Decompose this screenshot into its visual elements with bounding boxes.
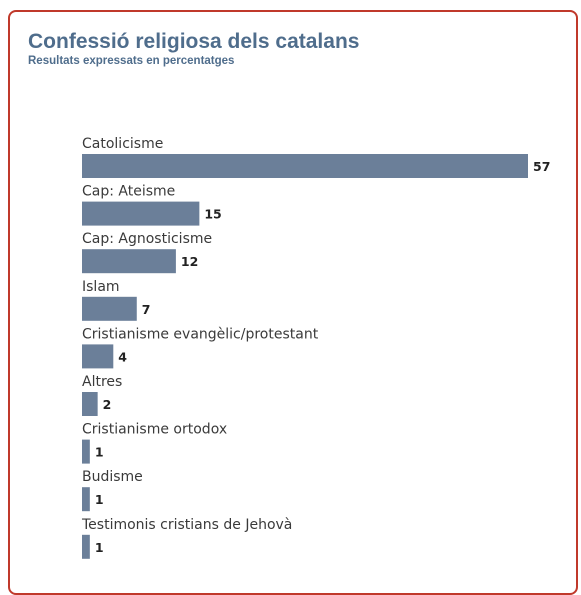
- chart-title: Confessió religiosa dels catalans: [28, 30, 360, 53]
- category-label: Islam: [82, 279, 120, 295]
- bar: [82, 249, 176, 274]
- bar: [82, 392, 98, 416]
- category-label: Catolicisme: [82, 136, 163, 152]
- category-label: Cap: Agnosticisme: [82, 231, 212, 247]
- value-label: 2: [103, 397, 112, 412]
- bar: [82, 344, 114, 369]
- value-label: 7: [142, 302, 151, 317]
- category-label: Budisme: [82, 469, 143, 485]
- bar: [82, 201, 200, 226]
- category-label: Altres: [82, 374, 122, 390]
- bar-chart: Catolicisme 57 Cap: Ateisme 15 Cap: Agnostic…: [81, 136, 550, 559]
- bar: [82, 154, 528, 178]
- value-label: 1: [95, 445, 104, 460]
- bar: [82, 487, 90, 512]
- bar: [82, 534, 90, 559]
- chart-subtitle: Resultats expressats en percentatges: [28, 55, 235, 67]
- value-label: 15: [204, 207, 221, 222]
- value-label: 12: [181, 254, 198, 269]
- value-label: 1: [95, 540, 104, 555]
- category-label: Testimonis cristians de Jehovà: [81, 517, 292, 533]
- value-label: 4: [118, 349, 127, 364]
- value-label: 1: [95, 492, 104, 507]
- category-label: Cristianisme evangèlic/protestant: [82, 326, 319, 342]
- value-label: 57: [533, 159, 550, 174]
- category-label: Cristianisme ortodox: [82, 422, 227, 438]
- category-label: Cap: Ateisme: [82, 184, 175, 200]
- bar: [82, 296, 137, 321]
- bar: [82, 439, 90, 464]
